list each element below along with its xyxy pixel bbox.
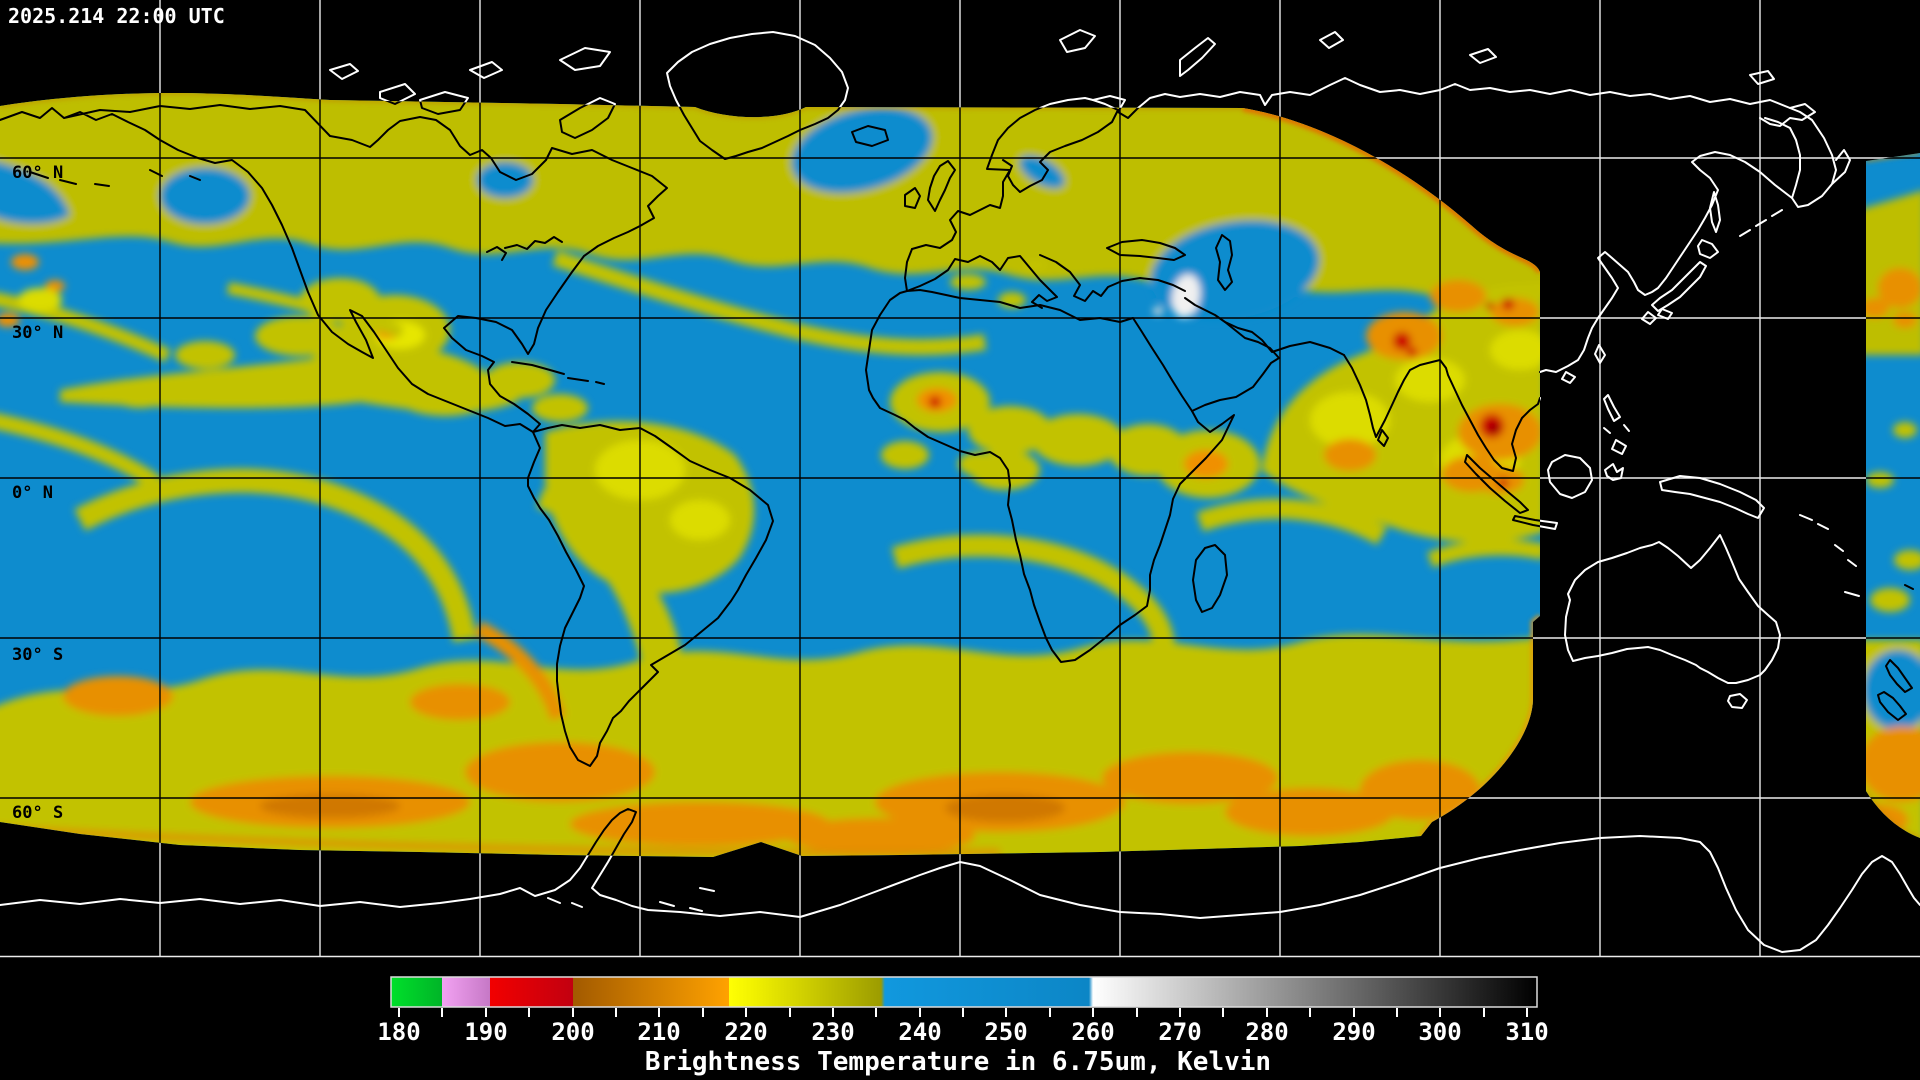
- tick-label: 200: [551, 1018, 594, 1046]
- tick-label: 290: [1332, 1018, 1375, 1046]
- colorbar-tick-labels: 180 190 200 210 220 230 240 250 260 270 …: [377, 1018, 1548, 1046]
- tick-label: 250: [984, 1018, 1027, 1046]
- colorbar-ticks: [398, 1008, 1528, 1017]
- lat-label-60n: 60° N: [12, 163, 63, 183]
- tick-label: 180: [377, 1018, 420, 1046]
- timestamp-label: 2025.214 22:00 UTC: [8, 4, 225, 28]
- tick-label: 230: [811, 1018, 854, 1046]
- colorbar-gradient-bar: [390, 976, 1538, 1008]
- colorbar: 180 190 200 210 220 230 240 250 260 270 …: [377, 976, 1549, 1077]
- lat-label-30s: 30° S: [12, 645, 63, 665]
- colorbar-title: Brightness Temperature in 6.75um, Kelvin: [645, 1047, 1271, 1077]
- tick-label: 310: [1505, 1018, 1548, 1046]
- wv-pattern: [0, 93, 1920, 857]
- tick-label: 270: [1158, 1018, 1201, 1046]
- tick-label: 210: [637, 1018, 680, 1046]
- tick-label: 260: [1071, 1018, 1114, 1046]
- tick-label: 220: [724, 1018, 767, 1046]
- lat-label-30n: 30° N: [12, 323, 63, 343]
- warm-surface-blob: [1171, 274, 1201, 318]
- tick-label: 240: [898, 1018, 941, 1046]
- lat-label-0n: 0° N: [12, 483, 53, 503]
- tick-label: 300: [1418, 1018, 1461, 1046]
- tick-label: 190: [464, 1018, 507, 1046]
- lat-label-60s: 60° S: [12, 803, 63, 823]
- tick-label: 280: [1245, 1018, 1288, 1046]
